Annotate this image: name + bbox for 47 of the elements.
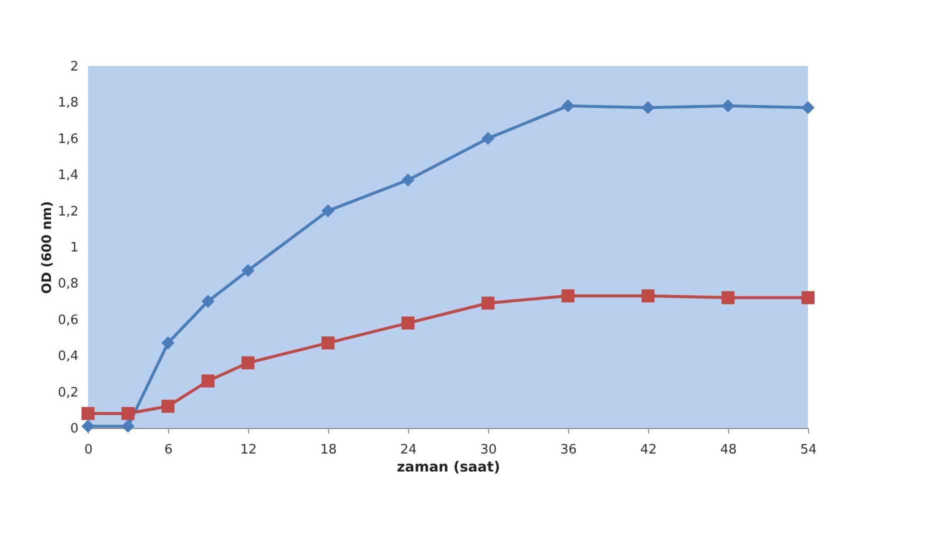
y-tick-label: 0 [70,422,78,436]
x-tick-label: 42 [640,442,657,458]
point [81,420,95,433]
x-tick-label: 18 [320,442,337,458]
x-tick-label: 30 [480,442,497,458]
y-tick-label: 1,6 [58,132,78,147]
y-tick-label: 0,6 [58,312,78,328]
x-tick-label: 0 [84,442,93,458]
point [641,101,655,114]
point [121,420,135,433]
point [401,316,415,330]
point [561,99,575,112]
point [801,291,815,304]
x-tick-label: 36 [560,442,577,458]
point [481,296,495,310]
point [801,101,815,114]
point [241,356,255,370]
point [201,294,215,308]
y-tick-label: 1,4 [58,168,78,184]
y-tick-label: 1 [70,240,78,256]
x-axis-title: zaman (saat) [396,460,500,476]
y-tick-label: 0,2 [58,385,78,400]
y-tick-label: 2 [70,60,78,74]
x-tick-label: 24 [400,442,417,458]
point [121,407,135,420]
point [161,336,175,350]
x-tick-label: 54 [800,442,817,458]
point [401,174,415,187]
point [201,374,215,388]
point [321,204,335,218]
point [721,99,735,112]
point [721,291,735,304]
y-tick-label: 0,8 [58,276,78,292]
x-tick-label: 12 [240,442,257,458]
point [81,407,95,420]
y-tick-label: 0,4 [58,349,78,364]
point [241,264,255,278]
y-axis-title: OD (600 nm) [40,201,55,294]
x-tick-label: 6 [164,442,173,458]
y-tick-label: 1,2 [58,204,78,220]
point [161,400,175,413]
point [321,336,335,350]
point [561,289,575,302]
x-tick-label: 48 [720,442,737,458]
point [641,289,655,302]
point [481,132,495,145]
y-tick-label: 1,8 [58,96,78,111]
